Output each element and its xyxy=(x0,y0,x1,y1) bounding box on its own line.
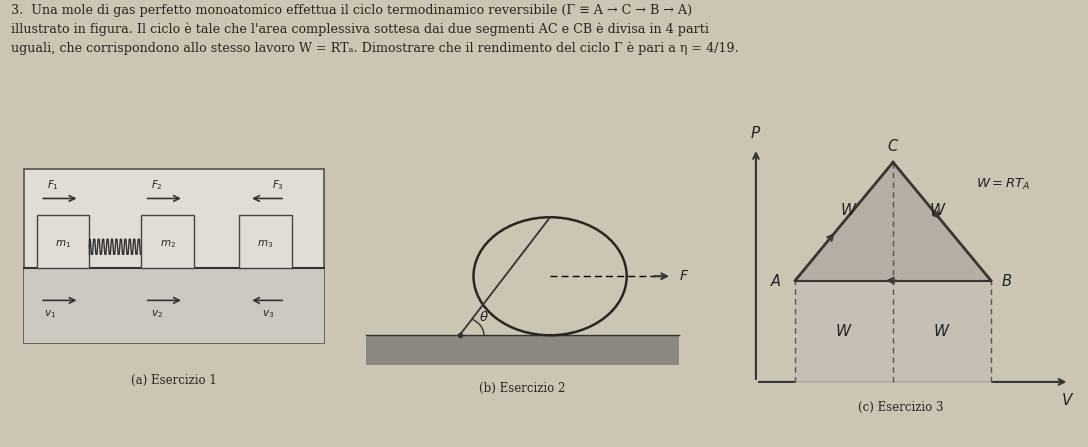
Text: $V$: $V$ xyxy=(1061,392,1074,408)
Text: $F_2$: $F_2$ xyxy=(151,178,163,192)
Text: 3.  Una mole di gas perfetto monoatomico effettua il ciclo termodinamico reversi: 3. Una mole di gas perfetto monoatomico … xyxy=(11,4,739,55)
Text: (c) Esercizio 3: (c) Esercizio 3 xyxy=(858,401,943,414)
Text: $v_2$: $v_2$ xyxy=(151,308,163,320)
Text: $P$: $P$ xyxy=(751,125,762,141)
Text: $B$: $B$ xyxy=(1001,273,1012,288)
Text: $v_1$: $v_1$ xyxy=(44,308,55,320)
Bar xyxy=(141,215,194,268)
Bar xyxy=(24,268,324,343)
Text: $\theta$: $\theta$ xyxy=(479,310,489,325)
Text: $W$: $W$ xyxy=(934,323,951,339)
Text: $m_3$: $m_3$ xyxy=(258,238,273,250)
Text: $C$: $C$ xyxy=(887,138,899,154)
Text: $W$: $W$ xyxy=(929,202,947,218)
Text: $W = RT_A$: $W = RT_A$ xyxy=(976,177,1030,192)
Bar xyxy=(239,215,292,268)
Bar xyxy=(366,335,679,365)
Text: $F_1$: $F_1$ xyxy=(47,178,59,192)
Text: $v_3$: $v_3$ xyxy=(262,308,274,320)
Text: $m_2$: $m_2$ xyxy=(160,238,175,250)
Text: (a) Esercizio 1: (a) Esercizio 1 xyxy=(132,374,217,388)
Text: $W$: $W$ xyxy=(840,202,857,218)
Polygon shape xyxy=(795,281,991,382)
Polygon shape xyxy=(795,162,991,281)
Text: $W$: $W$ xyxy=(836,323,853,339)
Text: $A$: $A$ xyxy=(769,273,781,288)
Text: $F_3$: $F_3$ xyxy=(272,178,284,192)
Text: (b) Esercizio 2: (b) Esercizio 2 xyxy=(479,382,566,396)
Text: $F$: $F$ xyxy=(679,269,689,283)
Bar xyxy=(24,169,324,343)
Text: $m_1$: $m_1$ xyxy=(55,238,71,250)
Bar xyxy=(37,215,89,268)
